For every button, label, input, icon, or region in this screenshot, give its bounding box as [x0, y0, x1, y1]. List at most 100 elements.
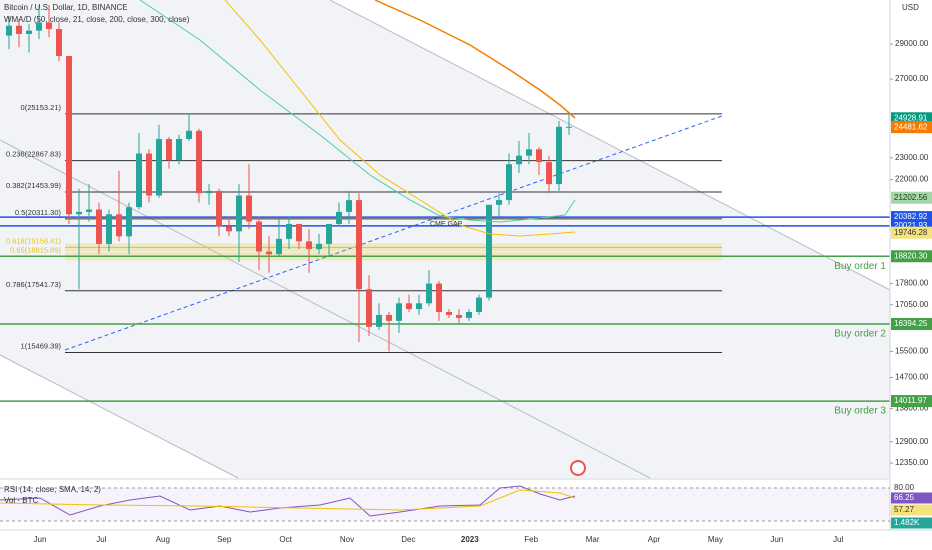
candle-body [296, 223, 302, 242]
candle-body [366, 289, 372, 327]
annotation: CME GAP [430, 221, 463, 228]
event-icon[interactable] [570, 460, 586, 476]
fib-label: 0.236(22867.83) [6, 150, 62, 159]
x-tick-label: Jun [770, 535, 783, 544]
fib-label: 0.65(18815.89) [10, 245, 61, 254]
candle-body [396, 303, 402, 321]
candle-body [386, 314, 392, 321]
rsi-tag [891, 482, 932, 494]
candle-body [226, 226, 232, 232]
candle-body [356, 200, 362, 290]
chart-title: Bitcoin / U.S. Dollar, 1D, BINANCE [4, 3, 128, 12]
candle-body [156, 138, 162, 196]
candle-body [436, 283, 442, 313]
x-tick-label: Jul [96, 535, 106, 544]
y-tick-label: 17050.00 [895, 300, 929, 309]
candle-body [566, 126, 572, 128]
level-note: Buy order 1 [834, 261, 886, 272]
fib-label: 1(15469.39) [21, 341, 62, 350]
candle-body [306, 241, 312, 250]
candle-body [206, 190, 212, 194]
channel-upper [329, 0, 891, 291]
candle-body [536, 149, 542, 163]
rsi-tag [891, 504, 932, 516]
candle-body [16, 25, 22, 34]
y-tick-label: 13800.00 [895, 404, 929, 413]
fib-label: 0.618(19158.41) [6, 237, 62, 246]
channel-lower [0, 354, 239, 479]
x-tick-label: Sep [217, 535, 232, 544]
rsi-line [0, 485, 576, 517]
candle-body [276, 238, 282, 255]
price-tag [891, 250, 932, 263]
candle-body [256, 221, 262, 252]
candle-body [26, 30, 32, 34]
rsi-tag-label: 66.25 [894, 493, 915, 502]
level-note: Buy order 3 [834, 406, 886, 417]
y-tick-label: 12350.00 [895, 458, 929, 467]
price-tag-label: 24481.62 [894, 122, 928, 131]
price-tag [891, 318, 932, 331]
ma-21 [139, 0, 576, 223]
level-note: Buy order 2 [834, 329, 886, 340]
candle-body [406, 303, 412, 310]
candle-body [36, 22, 42, 31]
candle-body [6, 25, 12, 36]
y-tick-label: 15500.00 [895, 347, 929, 356]
candle-body [166, 138, 172, 160]
candle-body [66, 56, 72, 215]
x-tick-label: Aug [156, 535, 170, 544]
y-tick-label: 17800.00 [895, 279, 929, 288]
candle-body [216, 190, 222, 227]
candle-body [96, 209, 102, 244]
candle-body [116, 214, 122, 237]
rsi-tag-label: 57.27 [894, 505, 915, 514]
x-tick-label: Mar [586, 535, 600, 544]
candle-body [526, 149, 532, 156]
ma-300 [374, 0, 576, 119]
candle-body [136, 153, 142, 208]
candle-body [266, 251, 272, 255]
x-tick-label: Jul [833, 535, 843, 544]
rsi-tag-label: 1.482K [894, 518, 920, 527]
channel-fill [0, 0, 890, 478]
candle-body [416, 303, 422, 310]
candle-body [496, 200, 502, 205]
candle-body [546, 162, 552, 185]
candle-body [236, 195, 242, 232]
candle-body [106, 214, 112, 244]
rsi-title: RSI (14, close, SMA, 14, 2) [4, 485, 101, 494]
rsi-tag [891, 517, 932, 529]
price-tag [891, 395, 932, 408]
rsi-tag-label: 80.00 [894, 483, 915, 492]
x-tick-label: May [708, 535, 723, 544]
rsi-tag [891, 492, 932, 504]
candle-body [146, 153, 152, 196]
candle-body [56, 29, 62, 57]
price-tag-label: 20021.93 [894, 221, 928, 230]
candle-body [506, 164, 512, 201]
x-tick-label: Oct [279, 535, 292, 544]
indicator-title: WMA/D (50, close, 21, close, 200, close,… [4, 15, 190, 24]
candle-body [346, 200, 352, 212]
candle-body [186, 130, 192, 139]
x-tick-label: Feb [524, 535, 538, 544]
currency: USD [902, 3, 919, 12]
candle-body [76, 211, 82, 215]
x-tick-label: Nov [340, 535, 354, 544]
trendline [64, 115, 723, 351]
x-tick-label: Jun [34, 535, 47, 544]
candle-body [326, 223, 332, 244]
price-tag-label: 14011.97 [894, 396, 927, 405]
fib-label: 0.786(17541.73) [6, 280, 62, 289]
y-tick-label: 27000.00 [895, 74, 929, 83]
price-tag-label: 21202.56 [894, 193, 928, 202]
price-tag-label: 18820.30 [894, 251, 928, 260]
price-tag [891, 226, 932, 239]
y-tick-label: 23000.00 [895, 153, 929, 162]
candle-body [46, 22, 52, 30]
price-tag-label: 19746.28 [894, 228, 928, 237]
candle-body [176, 138, 182, 160]
candle-body [286, 223, 292, 239]
